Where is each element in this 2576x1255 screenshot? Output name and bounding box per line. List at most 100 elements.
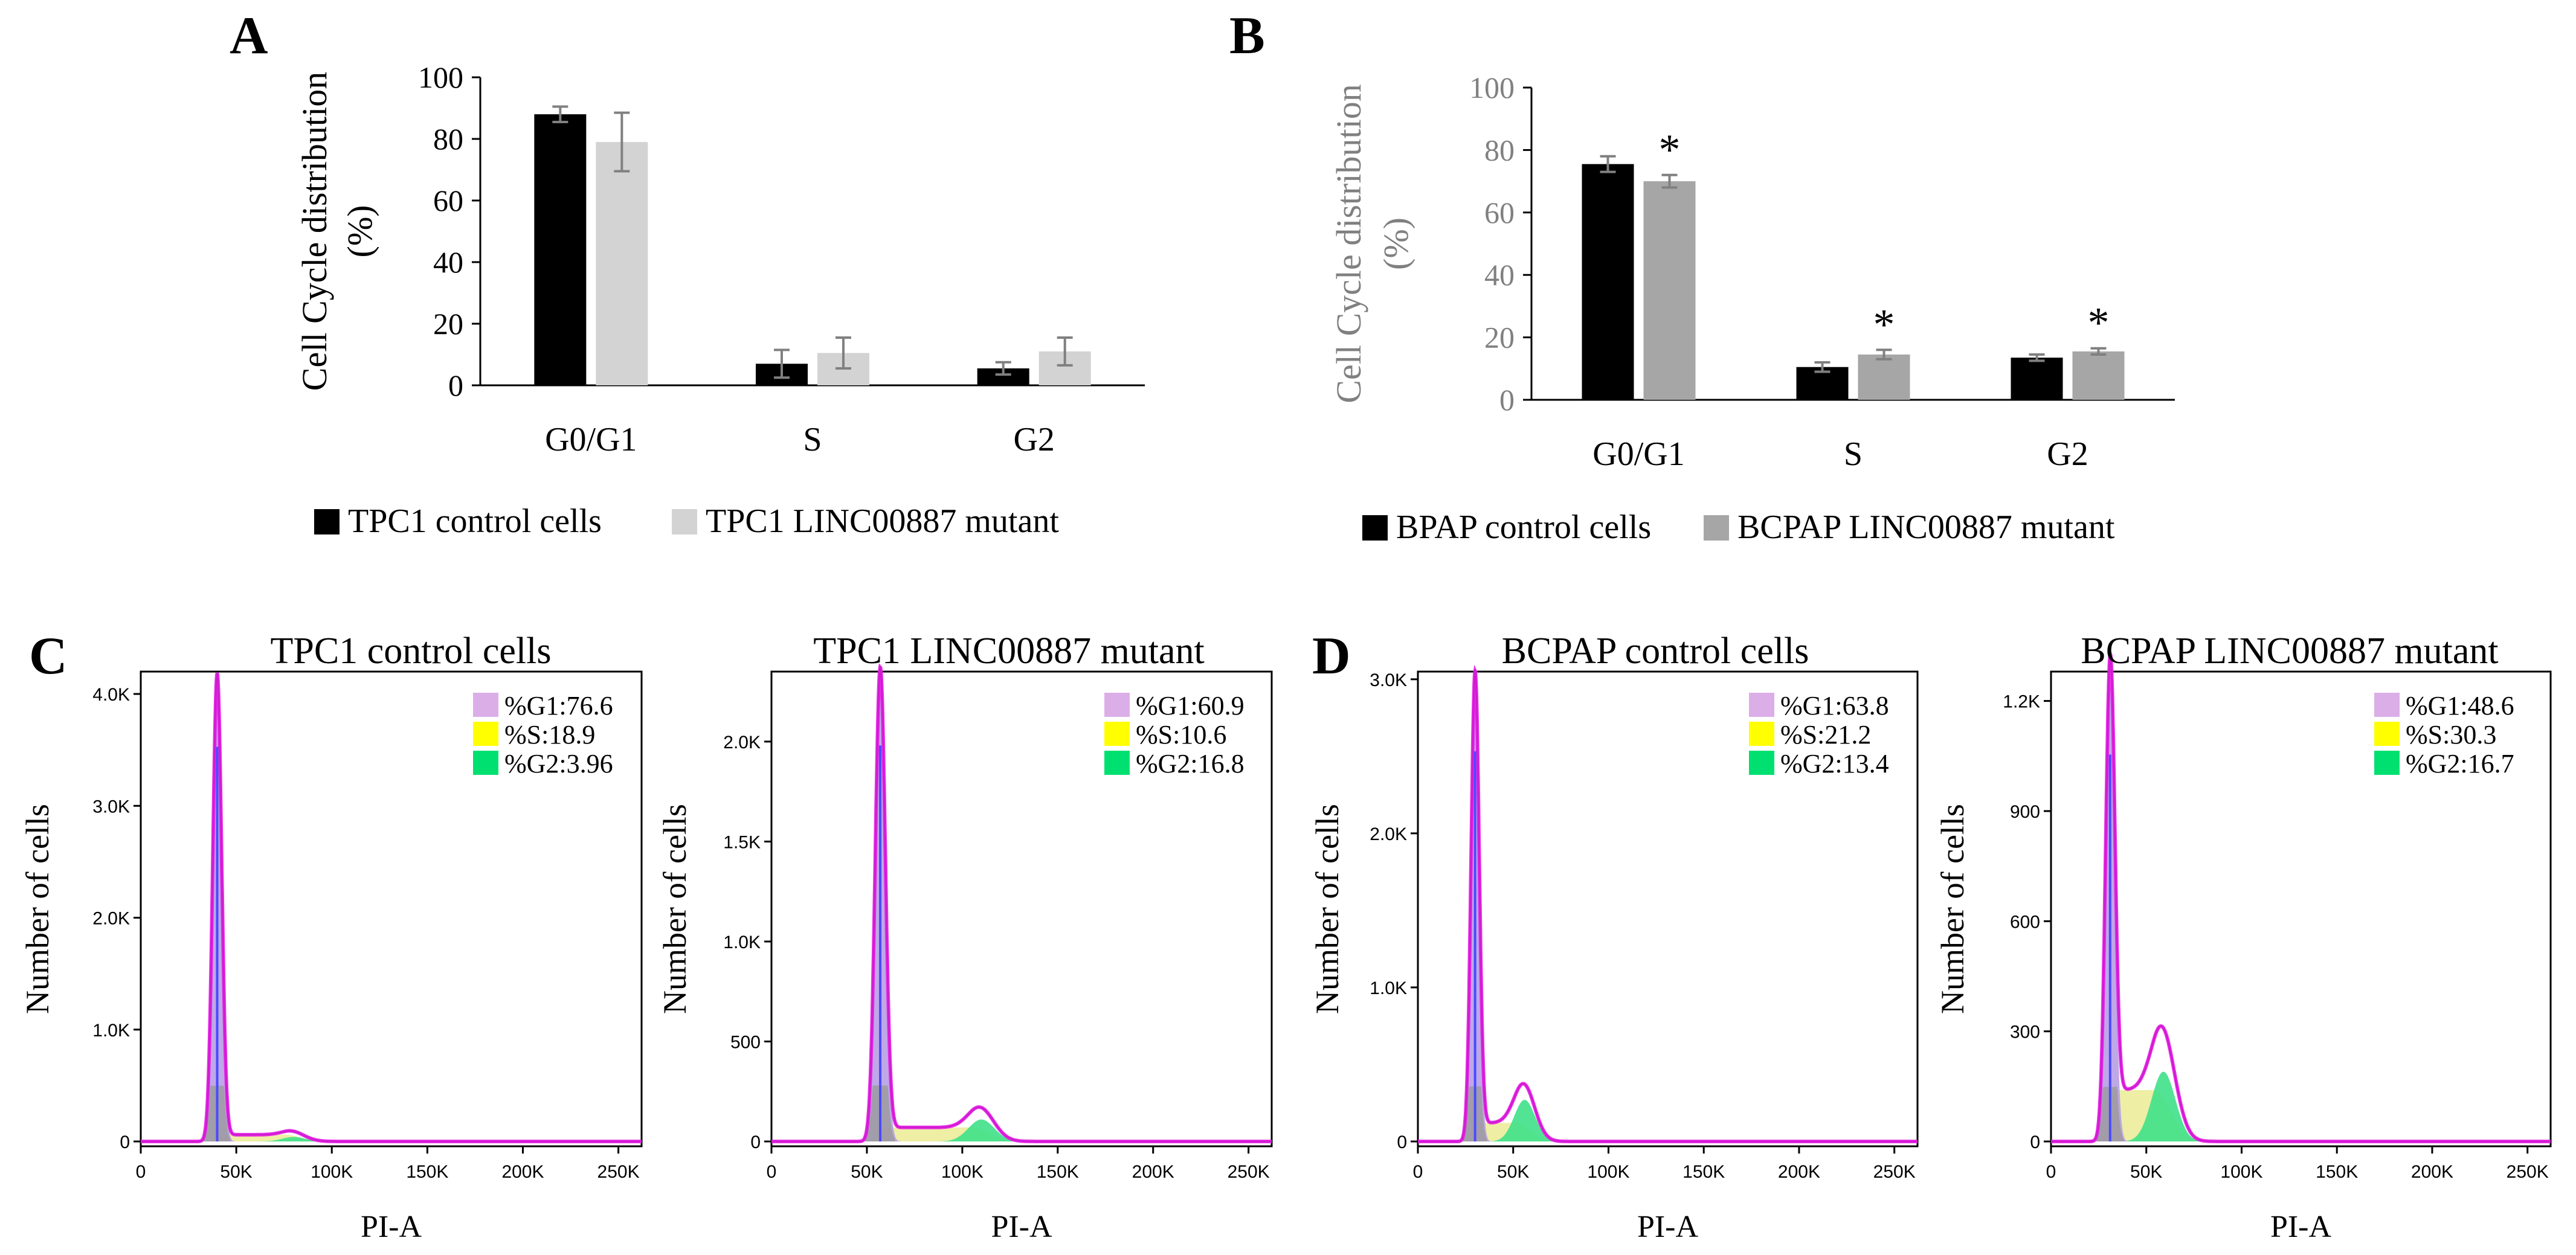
x-tick-label: 250K bbox=[1228, 1162, 1270, 1182]
y-tick-label: 100 bbox=[1469, 71, 1515, 104]
bar-g0g1-series0 bbox=[534, 114, 587, 385]
plot-frame bbox=[1417, 670, 1919, 1147]
bar-chart-a: 0 20 40 60 80 100 Cell Cycle distribution (%) G0… bbox=[295, 60, 1145, 540]
y-tick-label: 1.0K bbox=[92, 1021, 130, 1041]
legend-swatch-2 bbox=[1749, 751, 1774, 775]
bar-s-series1 bbox=[1858, 355, 1910, 400]
x-tick-label: 50K bbox=[851, 1162, 883, 1182]
legend-swatch-0 bbox=[2374, 693, 2400, 717]
legend-label-0: %G1:63.8 bbox=[1780, 691, 1889, 721]
panel-letter-d: D bbox=[1312, 627, 1351, 685]
significance-star: * bbox=[1659, 126, 1681, 174]
y-axis-label: Number of cells bbox=[19, 804, 56, 1014]
x-tick-label: 100K bbox=[2220, 1162, 2262, 1182]
x-axis-label: PI-A bbox=[361, 1210, 422, 1244]
y-tick-label: 1.5K bbox=[723, 832, 761, 852]
y-tick-label: 600 bbox=[2010, 912, 2040, 932]
x-tick-label: 50K bbox=[2130, 1162, 2162, 1182]
legend-swatch-1 bbox=[2374, 722, 2400, 746]
y-tick-label: 300 bbox=[2010, 1022, 2040, 1042]
y-tick-label: 3.0K bbox=[92, 797, 130, 817]
fit-curve bbox=[2051, 647, 2551, 1143]
legend-label-1: %S:21.2 bbox=[1780, 720, 1871, 749]
bar-g2-series1 bbox=[2072, 351, 2125, 400]
x-tick-label: 150K bbox=[406, 1162, 448, 1182]
x-tick-label: 200K bbox=[1132, 1162, 1174, 1182]
legend-swatch-2 bbox=[1104, 751, 1130, 775]
x-tick-label: 200K bbox=[501, 1162, 544, 1182]
x-category-label: G2 bbox=[1013, 421, 1054, 458]
g2-phase-area bbox=[164, 1137, 347, 1141]
histogram-c1: 0 50K 100K 150K 200K 250K 0 1.0K 2.0K 3.0K 4.0K TPC… bbox=[19, 631, 643, 1244]
x-tick-label: 0 bbox=[1413, 1162, 1423, 1182]
fit-curve bbox=[1418, 664, 1918, 1143]
x-axis-label: PI-A bbox=[991, 1210, 1052, 1244]
g2-phase-area bbox=[820, 1119, 1041, 1141]
legend-swatch-0 bbox=[314, 509, 340, 534]
legend-swatch-0 bbox=[1362, 515, 1388, 541]
y-axis-label: Cell Cycle distribution bbox=[1329, 84, 1368, 403]
y-tick-label: 500 bbox=[730, 1032, 761, 1052]
histogram-title: TPC1 LINC00887 mutant bbox=[813, 631, 1205, 672]
y-tick-label: 2.0K bbox=[1370, 824, 1407, 844]
y-tick-label: 1.0K bbox=[1370, 978, 1407, 998]
y-tick-label: 80 bbox=[1484, 133, 1515, 167]
bar-chart-b: 0 20 40 60 80 100 Cell Cycle distribution (%) G0… bbox=[1329, 71, 2175, 546]
significance-star: * bbox=[1873, 300, 1895, 348]
histogram-d2: 0 50K 100K 150K 200K 250K 0 300 600 900 1.2K BCPAP … bbox=[1934, 631, 2552, 1244]
x-tick-label: 100K bbox=[941, 1162, 984, 1182]
y-tick-label: 0 bbox=[448, 368, 463, 402]
legend-swatch-1 bbox=[1749, 722, 1774, 746]
x-axis-label: PI-A bbox=[1637, 1210, 1699, 1244]
y-axis-label-unit: (%) bbox=[340, 205, 379, 258]
legend-label-0: BPAP control cells bbox=[1396, 509, 1651, 546]
g1-overlap-area bbox=[164, 1085, 347, 1141]
legend-label-1: %S:10.6 bbox=[1136, 720, 1226, 749]
g2-phase-area bbox=[1427, 1100, 1573, 1141]
histogram-title: BCPAP control cells bbox=[1502, 631, 1809, 672]
x-tick-label: 250K bbox=[1873, 1162, 1916, 1182]
legend-label-1: BCPAP LINC00887 mutant bbox=[1737, 509, 2115, 546]
y-tick-label: 2.0K bbox=[723, 733, 761, 753]
x-tick-label: 250K bbox=[2507, 1162, 2549, 1182]
y-axis-label-unit: (%) bbox=[1376, 217, 1415, 270]
legend-label-2: %G2:16.7 bbox=[2406, 749, 2514, 778]
legend-swatch-1 bbox=[1704, 515, 1729, 541]
bar-g0g1-series0 bbox=[1582, 164, 1634, 400]
fit-curve bbox=[771, 663, 1272, 1143]
x-tick-label: 250K bbox=[597, 1162, 640, 1182]
y-tick-label: 20 bbox=[433, 307, 463, 341]
legend-label-1: %S:18.9 bbox=[504, 720, 595, 749]
y-tick-label: 2.0K bbox=[92, 909, 130, 929]
legend-swatch-2 bbox=[473, 751, 498, 775]
legend-swatch-1 bbox=[473, 722, 498, 746]
legend-label-0: %G1:76.6 bbox=[504, 691, 613, 721]
y-tick-label: 0 bbox=[1397, 1132, 1407, 1152]
legend-swatch-0 bbox=[473, 693, 498, 717]
bar-g0g1-series1 bbox=[596, 142, 648, 385]
g2-phase-area bbox=[2055, 1071, 2218, 1141]
y-tick-label: 1.0K bbox=[723, 932, 761, 952]
legend-swatch-0 bbox=[1749, 693, 1774, 717]
x-tick-label: 0 bbox=[2046, 1162, 2056, 1182]
legend-label-2: %G2:3.96 bbox=[504, 749, 613, 778]
y-tick-label: 0 bbox=[2030, 1132, 2040, 1152]
y-tick-label: 80 bbox=[433, 122, 463, 156]
x-tick-label: 150K bbox=[1037, 1162, 1079, 1182]
histogram-title: BCPAP LINC00887 mutant bbox=[2081, 631, 2498, 672]
y-tick-label: 1.2K bbox=[2003, 692, 2040, 712]
x-category-label: G0/G1 bbox=[1592, 435, 1684, 473]
x-tick-label: 150K bbox=[1682, 1162, 1725, 1182]
y-tick-label: 900 bbox=[2010, 802, 2040, 822]
y-tick-label: 40 bbox=[433, 245, 463, 279]
x-tick-label: 200K bbox=[2411, 1162, 2453, 1182]
legend-label-1: TPC1 LINC00887 mutant bbox=[706, 502, 1059, 540]
plot-frame bbox=[770, 670, 1273, 1147]
plot-frame bbox=[2050, 670, 2552, 1147]
legend-swatch-0 bbox=[1104, 693, 1130, 717]
x-category-label: S bbox=[803, 421, 822, 458]
legend-label-2: %G2:16.8 bbox=[1136, 749, 1245, 778]
significance-star: * bbox=[2088, 299, 2110, 347]
histogram-title: TPC1 control cells bbox=[271, 631, 552, 672]
